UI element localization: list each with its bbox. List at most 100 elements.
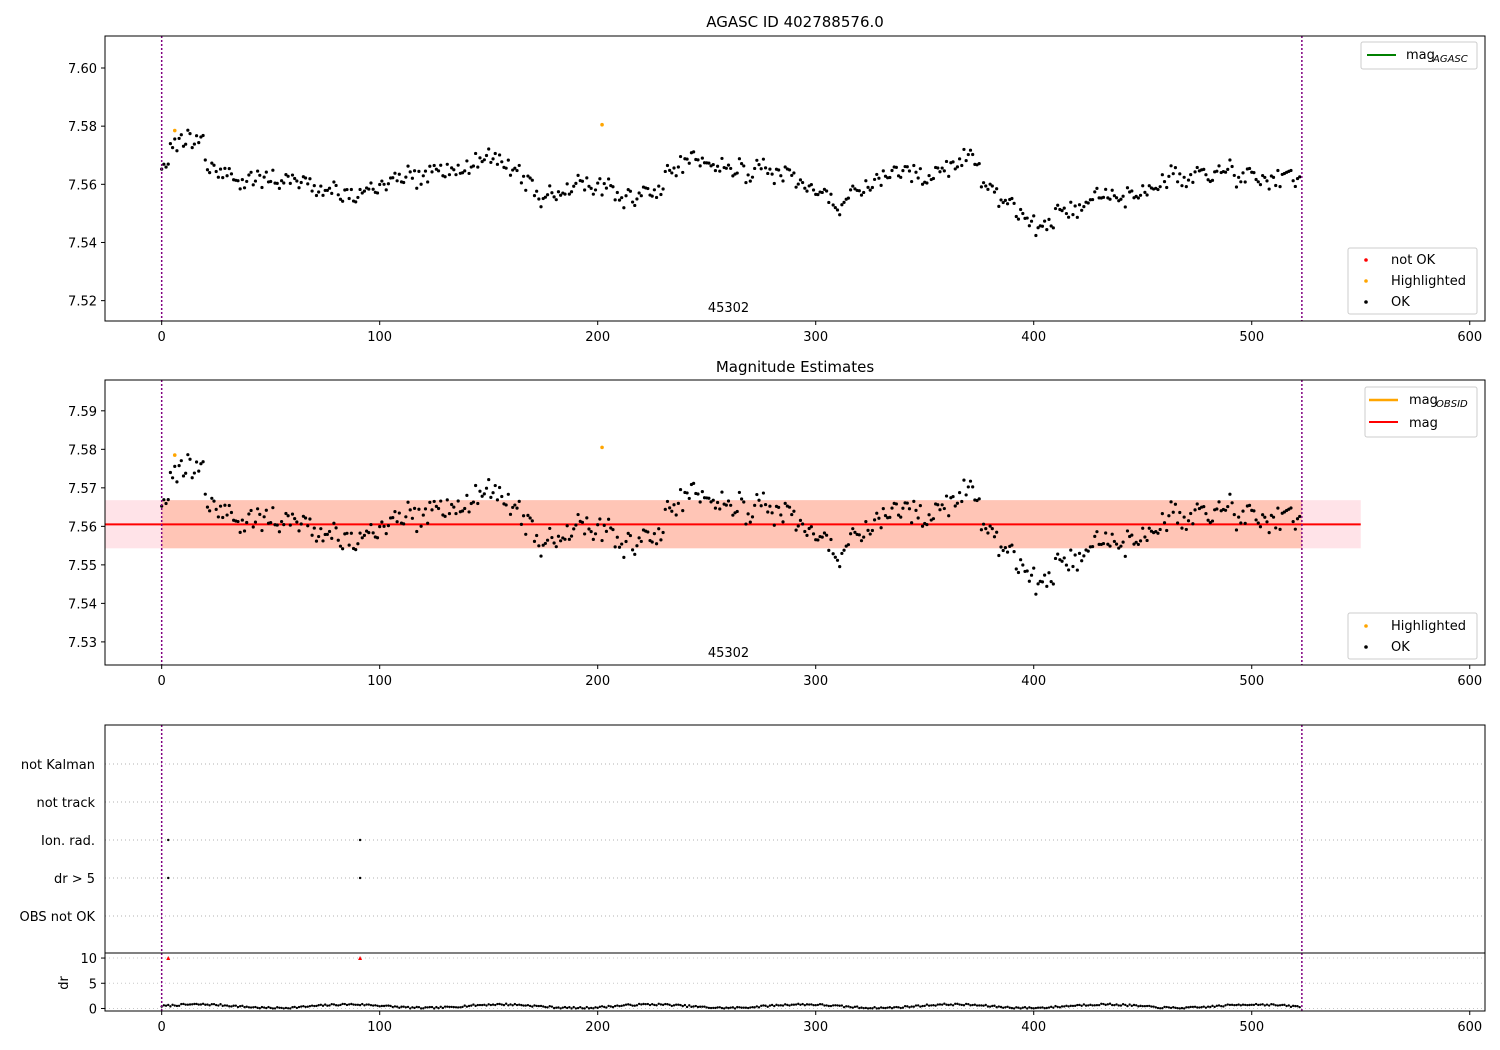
dr-point [555,1006,558,1009]
dr-y-tick-label: 10 [80,952,97,967]
data-point [345,531,349,535]
dr-point [313,1004,316,1008]
dr-point [398,1006,401,1009]
dr-point [1161,1007,1164,1010]
data-point [1130,533,1134,537]
dr-point [890,1007,894,1010]
data-point [724,503,728,507]
data-point [748,520,752,524]
dr-point [339,1003,342,1007]
data-point [497,485,502,490]
data-point [1143,190,1147,194]
data-point [1134,194,1138,198]
data-point [186,128,190,132]
data-point [879,183,883,187]
data-point [652,532,656,536]
data-point [349,187,353,192]
data-point [794,185,798,189]
data-point [511,505,515,510]
data-point [532,539,537,543]
dr-point [849,1006,852,1009]
data-point [1261,513,1265,517]
dr-point [648,1003,652,1007]
data-point [447,511,452,516]
dr-axis-label: dr [57,976,72,990]
data-point [964,158,968,163]
data-point [851,184,855,188]
data-point [960,499,964,504]
dr-point [618,1004,621,1008]
data-point [626,531,630,535]
data-point [962,147,966,152]
data-point [1082,554,1086,558]
legend-highlighted-marker [1364,624,1368,628]
data-point [454,173,458,177]
data-point [1254,518,1258,522]
data-point [371,187,375,191]
data-point [521,514,526,518]
data-point [783,165,787,169]
data-point [796,182,800,186]
data-point [1254,177,1258,182]
dr-point [910,1005,913,1008]
dr-point [409,1007,412,1010]
data-point [1252,171,1256,175]
dr-point [252,1006,255,1009]
data-point [1169,164,1173,168]
dr-point [668,1003,671,1007]
data-point [622,206,626,210]
data-point [753,166,757,171]
data-point [944,159,949,164]
data-point [698,500,702,504]
data-point [190,146,194,150]
data-point [378,525,382,529]
data-point [288,523,292,527]
dr-point [899,1006,902,1010]
data-point [478,156,482,160]
data-point [783,501,787,505]
legend-mag-obsid-subscript: OBSID [1436,399,1468,410]
data-point [506,158,510,162]
dr-point [1250,1003,1253,1007]
dr-point [1169,1006,1173,1010]
data-point [1291,179,1295,183]
data-point [450,502,454,507]
data-point [225,513,229,517]
data-point [901,506,905,510]
data-point [615,535,619,539]
legend-mag-agasc-label: mag [1406,48,1435,63]
data-point [1289,506,1293,510]
dr-point [367,1003,370,1006]
dr-point [426,1006,429,1009]
dr-point [282,1007,285,1010]
data-point [763,166,768,170]
data-point [301,514,305,518]
dr-point [988,1005,992,1008]
data-point [1010,196,1014,201]
dr-point [417,1005,421,1009]
data-point [663,507,667,511]
data-point [166,498,170,502]
dr-point [406,1005,410,1009]
data-point [417,507,421,511]
dr-point [1095,1003,1099,1007]
data-point [242,186,247,190]
data-point [940,166,944,170]
dr-point [467,1004,471,1008]
data-point [870,528,874,533]
data-point [779,174,783,178]
dr-point [683,1003,687,1007]
data-point [419,182,423,186]
data-point [914,508,918,512]
data-point [572,527,576,531]
dr-point [1180,1006,1184,1010]
dr-point [768,1004,772,1007]
data-point [545,193,550,197]
dr-point [387,1004,390,1007]
data-point [914,170,918,174]
dr-point [245,1005,248,1008]
data-point [447,173,452,177]
data-point [1069,200,1073,204]
data-point [299,522,303,526]
data-point [314,193,319,198]
